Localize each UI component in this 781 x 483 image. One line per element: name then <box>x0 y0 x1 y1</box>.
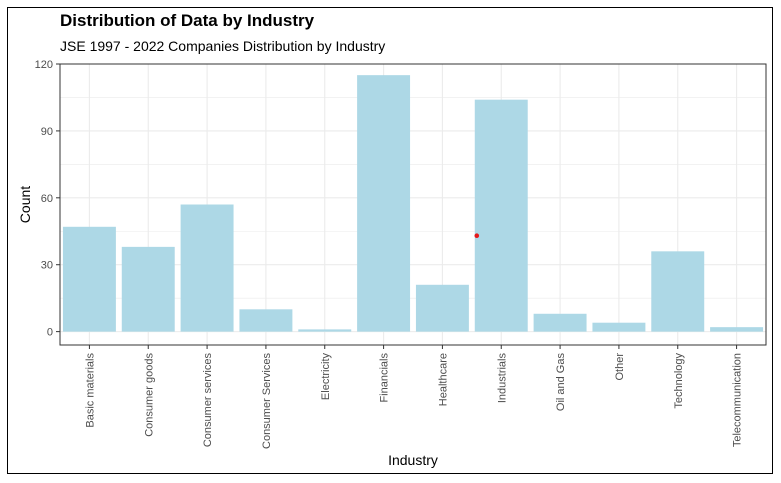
bar-technology <box>651 251 705 332</box>
marker-layer <box>474 233 480 239</box>
x-tick-label: Healthcare <box>437 353 449 406</box>
x-tick-label: Technology <box>673 353 685 409</box>
x-tick-label: Financials <box>379 353 391 403</box>
x-tick-label: Electricity <box>320 353 332 401</box>
bar-consumer-goods <box>121 246 175 332</box>
bar-other <box>592 322 646 332</box>
bar-oil-and-gas <box>533 313 587 332</box>
bar-healthcare <box>415 284 469 332</box>
x-tick-label: Consumer services <box>202 353 214 448</box>
x-axis: Basic materials Consumer goods Consumer se… <box>84 345 744 449</box>
marker-point <box>474 233 480 239</box>
bar-electricity <box>298 329 352 332</box>
bar-consumer-services <box>180 204 234 332</box>
bar-industrials <box>474 99 528 332</box>
chart-subtitle: JSE 1997 - 2022 Companies Distribution b… <box>60 38 386 54</box>
x-tick-label: Consumer goods <box>143 353 155 437</box>
bar-consumer-services <box>239 309 293 332</box>
x-tick-label: Basic materials <box>84 353 96 428</box>
y-axis-title: Count <box>17 186 33 223</box>
bar-basic-materials <box>62 226 116 332</box>
y-axis: 0 30 60 90 120 <box>35 59 60 339</box>
x-tick-label: Industrials <box>496 353 508 404</box>
y-tick-label: 120 <box>35 59 53 71</box>
y-tick-label: 30 <box>41 260 53 272</box>
y-tick-label: 0 <box>47 327 53 339</box>
x-tick-label: Other <box>614 353 626 381</box>
x-tick-label: Consumer Services <box>261 353 273 449</box>
gridlines <box>60 63 766 345</box>
bar-telecommunication <box>710 327 764 332</box>
plot-border <box>59 63 767 346</box>
x-tick-label: Oil and Gas <box>555 353 567 412</box>
bars <box>62 75 764 332</box>
chart-title: Distribution of Data by Industry <box>60 11 315 30</box>
y-tick-label: 60 <box>41 193 53 205</box>
x-tick-label: Telecommunication <box>732 353 744 447</box>
x-axis-title: Industry <box>388 452 438 468</box>
y-tick-label: 90 <box>41 126 53 138</box>
bar-financials <box>357 75 411 332</box>
